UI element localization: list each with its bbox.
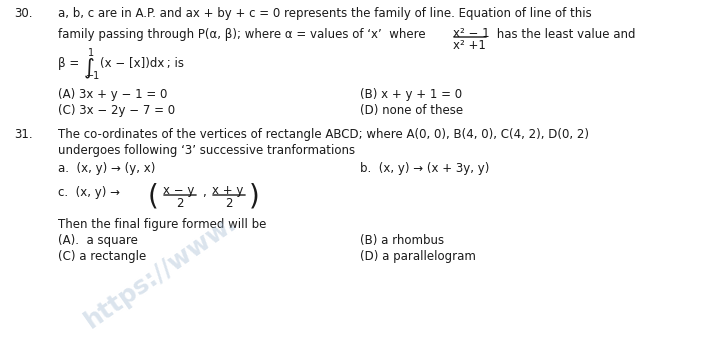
Text: Then the final figure formed will be: Then the final figure formed will be	[58, 218, 266, 231]
Text: a, b, c are in A.P. and ax + by + c = 0 represents the family of line. Equation : a, b, c are in A.P. and ax + by + c = 0 …	[58, 7, 592, 20]
Text: x² +1: x² +1	[453, 39, 486, 52]
Text: x − y: x − y	[163, 184, 195, 197]
Text: β =: β =	[58, 57, 83, 70]
Text: −1: −1	[86, 71, 101, 81]
Text: (C) a rectangle: (C) a rectangle	[58, 250, 146, 263]
Text: (D) a parallelogram: (D) a parallelogram	[360, 250, 476, 263]
Text: c.  (x, y) →: c. (x, y) →	[58, 186, 120, 199]
Text: (x − [x])dx ; is: (x − [x])dx ; is	[100, 57, 184, 70]
Text: 2: 2	[176, 197, 184, 210]
Text: 1: 1	[88, 48, 94, 58]
Text: 31.: 31.	[14, 128, 32, 141]
Text: a.  (x, y) → (y, x): a. (x, y) → (y, x)	[58, 162, 155, 175]
Text: ,: ,	[202, 186, 206, 199]
Text: 30.: 30.	[14, 7, 32, 20]
Text: (A).  a square: (A). a square	[58, 234, 138, 247]
Text: (: (	[148, 182, 159, 210]
Text: undergoes following ‘3’ successive tranformations: undergoes following ‘3’ successive tranf…	[58, 144, 355, 157]
Text: x + y: x + y	[212, 184, 243, 197]
Text: (B) a rhombus: (B) a rhombus	[360, 234, 444, 247]
Text: (C) 3x − 2y − 7 = 0: (C) 3x − 2y − 7 = 0	[58, 104, 175, 117]
Text: The co-ordinates of the vertices of rectangle ABCD; where A(0, 0), B(4, 0), C(4,: The co-ordinates of the vertices of rect…	[58, 128, 589, 141]
Text: x² − 1: x² − 1	[453, 27, 490, 40]
Text: family passing through P(α, β); where α = values of ‘x’  where: family passing through P(α, β); where α …	[58, 28, 426, 41]
Text: has the least value and: has the least value and	[493, 28, 635, 41]
Text: ∫: ∫	[84, 57, 95, 77]
Text: b.  (x, y) → (x + 3y, y): b. (x, y) → (x + 3y, y)	[360, 162, 490, 175]
Text: https://www.: https://www.	[80, 210, 241, 333]
Text: (A) 3x + y − 1 = 0: (A) 3x + y − 1 = 0	[58, 88, 167, 101]
Text: (B) x + y + 1 = 0: (B) x + y + 1 = 0	[360, 88, 462, 101]
Text: (D) none of these: (D) none of these	[360, 104, 463, 117]
Text: ): )	[249, 182, 260, 210]
Text: 2: 2	[225, 197, 233, 210]
